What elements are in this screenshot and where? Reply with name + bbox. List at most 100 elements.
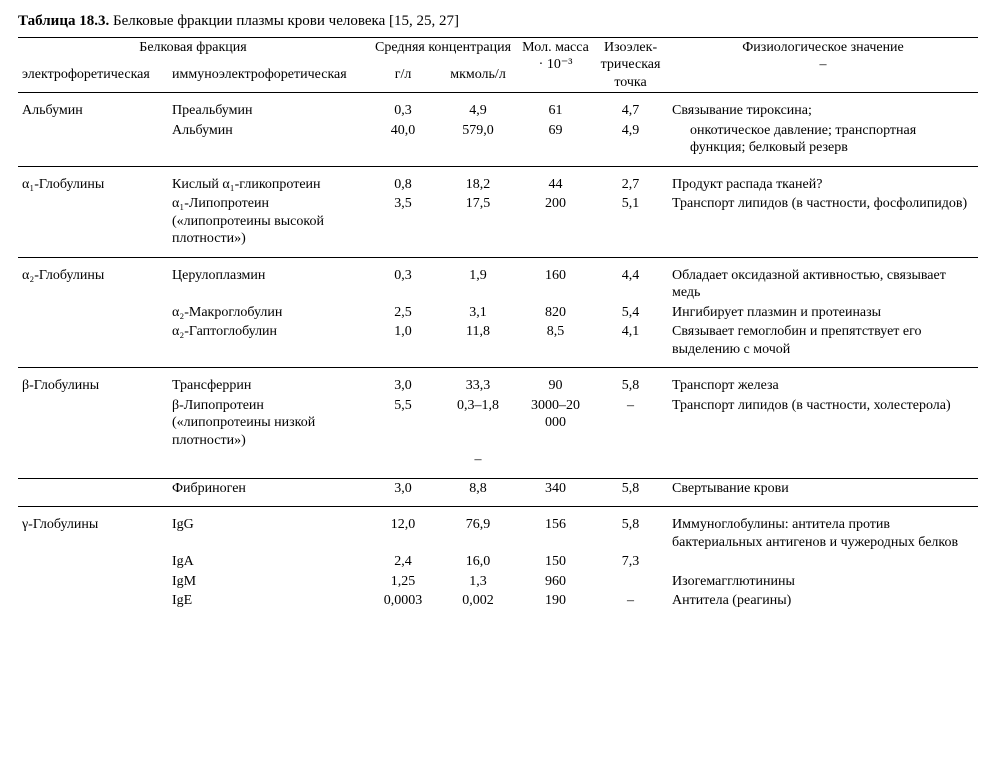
cell-physiology: Иммуноглобулины: антитела против бактери… — [668, 515, 978, 552]
cell-immunoelectrophoretic: β-Липопротеин («липопротеины низкой плот… — [168, 396, 368, 451]
cell-mol-mass: 3000–20 000 — [518, 396, 593, 451]
cell-electrophoretic — [18, 396, 168, 451]
cell-mol-mass: 160 — [518, 266, 593, 303]
cell-electrophoretic — [18, 572, 168, 592]
cell-g-per-l: 5,5 — [368, 396, 438, 451]
cell-mol-mass: 200 — [518, 194, 593, 249]
cell-immunoelectrophoretic: Трансферрин — [168, 376, 368, 396]
cell-iso-point: 4,9 — [593, 121, 668, 158]
cell-immunoelectrophoretic: α₁-Липопротеин («липопротеины высокой пл… — [168, 194, 368, 249]
cell-mkmol-per-l: 579,0 — [438, 121, 518, 158]
cell-g-per-l: 0,0003 — [368, 591, 438, 611]
cell-electrophoretic — [18, 478, 168, 498]
cell-immunoelectrophoretic: Церулоплазмин — [168, 266, 368, 303]
cell-g-per-l: 2,4 — [368, 552, 438, 572]
table-row: IgA2,416,01507,3 — [18, 552, 978, 572]
cell-immunoelectrophoretic: Альбумин — [168, 121, 368, 158]
header-concentration: Средняя концентрация — [368, 37, 518, 65]
cell-mkmol-per-l: 0,002 — [438, 591, 518, 611]
table-row: β-ГлобулиныТрансферрин3,033,3905,8Трансп… — [18, 376, 978, 396]
cell-g-per-l: 3,0 — [368, 376, 438, 396]
cell-iso-point: – — [593, 591, 668, 611]
cell-mol-mass: 150 — [518, 552, 593, 572]
cell-mkmol-per-l: 11,8 — [438, 322, 518, 359]
header-physiology: Физиологическое значение – — [668, 37, 978, 93]
cell-electrophoretic: α₂-Глобулины — [18, 266, 168, 303]
table-caption: Таблица 18.3. Белковые фракции плазмы кр… — [18, 12, 978, 31]
cell-immunoelectrophoretic: IgE — [168, 591, 368, 611]
header-immunoelectrophoretic: иммуноэлектрофоретическая — [168, 65, 368, 93]
cell-physiology: Свертывание крови — [668, 478, 978, 498]
cell-g-per-l: 3,0 — [368, 478, 438, 498]
cell-iso-point — [593, 572, 668, 592]
cell-g-per-l: 3,5 — [368, 194, 438, 249]
cell-g-per-l: 1,0 — [368, 322, 438, 359]
cell-electrophoretic: α₁-Глобулины — [18, 175, 168, 195]
cell-electrophoretic — [18, 552, 168, 572]
table-row: β-Липопротеин («липопротеины низкой плот… — [18, 396, 978, 451]
cell-physiology: Связывает гемоглобин и препятствует его … — [668, 322, 978, 359]
cell-mkmol-per-l: 1,9 — [438, 266, 518, 303]
cell-mol-mass: 960 — [518, 572, 593, 592]
cell-mol-mass — [518, 450, 593, 470]
table-row: – — [18, 450, 978, 470]
cell-physiology: Продукт распада тканей? — [668, 175, 978, 195]
cell-g-per-l: 1,25 — [368, 572, 438, 592]
table-row: γ-ГлобулиныIgG12,076,91565,8Иммуноглобул… — [18, 515, 978, 552]
cell-immunoelectrophoretic: IgG — [168, 515, 368, 552]
cell-mkmol-per-l: 0,3–1,8 — [438, 396, 518, 451]
cell-physiology: Изогемагглютинины — [668, 572, 978, 592]
cell-immunoelectrophoretic: Преальбумин — [168, 101, 368, 121]
cell-iso-point: 5,1 — [593, 194, 668, 249]
cell-mol-mass: 8,5 — [518, 322, 593, 359]
cell-physiology — [668, 552, 978, 572]
cell-mol-mass: 44 — [518, 175, 593, 195]
cell-physiology: Связывание тироксина; — [668, 101, 978, 121]
cell-mol-mass: 190 — [518, 591, 593, 611]
cell-electrophoretic — [18, 591, 168, 611]
cell-electrophoretic — [18, 121, 168, 158]
cell-iso-point: 5,8 — [593, 478, 668, 498]
cell-iso-point: 5,8 — [593, 376, 668, 396]
cell-mkmol-per-l: 76,9 — [438, 515, 518, 552]
cell-physiology: Транспорт железа — [668, 376, 978, 396]
cell-mkmol-per-l: 3,1 — [438, 303, 518, 323]
cell-g-per-l: 2,5 — [368, 303, 438, 323]
cell-iso-point: 5,4 — [593, 303, 668, 323]
cell-immunoelectrophoretic: Кислый α₁-гликопротеин — [168, 175, 368, 195]
cell-iso-point: – — [593, 396, 668, 451]
cell-mol-mass: 156 — [518, 515, 593, 552]
table-row: α₁-ГлобулиныКислый α₁-гликопротеин0,818,… — [18, 175, 978, 195]
table-row: АльбуминПреальбумин0,34,9614,7Связывание… — [18, 101, 978, 121]
table-title: Белковые фракции плазмы крови человека [… — [109, 13, 459, 29]
cell-mol-mass: 61 — [518, 101, 593, 121]
cell-immunoelectrophoretic: α₂-Гаптоглобулин — [168, 322, 368, 359]
cell-mkmol-per-l: 33,3 — [438, 376, 518, 396]
cell-g-per-l — [368, 450, 438, 470]
cell-physiology — [668, 450, 978, 470]
cell-immunoelectrophoretic — [168, 450, 368, 470]
cell-mol-mass: 90 — [518, 376, 593, 396]
header-mkmol-per-l: мкмоль/л — [438, 65, 518, 93]
cell-electrophoretic — [18, 303, 168, 323]
header-electrophoretic: электрофоретическая — [18, 65, 168, 93]
cell-mkmol-per-l: 8,8 — [438, 478, 518, 498]
cell-electrophoretic: Альбумин — [18, 101, 168, 121]
cell-mol-mass: 820 — [518, 303, 593, 323]
table-row: α₁-Липопротеин («липопротеины высокой пл… — [18, 194, 978, 249]
cell-immunoelectrophoretic: IgM — [168, 572, 368, 592]
cell-electrophoretic: β-Глобулины — [18, 376, 168, 396]
table-row: Фибриноген3,08,83405,8Свертывание крови — [18, 478, 978, 498]
header-mol-mass: Мол. масса · 10⁻³ — [518, 37, 593, 93]
cell-immunoelectrophoretic: Фибриноген — [168, 478, 368, 498]
cell-physiology: онкотическое давление; транспортная функ… — [668, 121, 978, 158]
cell-iso-point: 4,1 — [593, 322, 668, 359]
header-iso-point: Изоэлек-трическая точка — [593, 37, 668, 93]
cell-mkmol-per-l: 16,0 — [438, 552, 518, 572]
cell-mkmol-per-l: 17,5 — [438, 194, 518, 249]
cell-mol-mass: 340 — [518, 478, 593, 498]
cell-electrophoretic — [18, 194, 168, 249]
cell-iso-point: 7,3 — [593, 552, 668, 572]
cell-mkmol-per-l: 4,9 — [438, 101, 518, 121]
table-number: Таблица 18.3. — [18, 13, 109, 29]
